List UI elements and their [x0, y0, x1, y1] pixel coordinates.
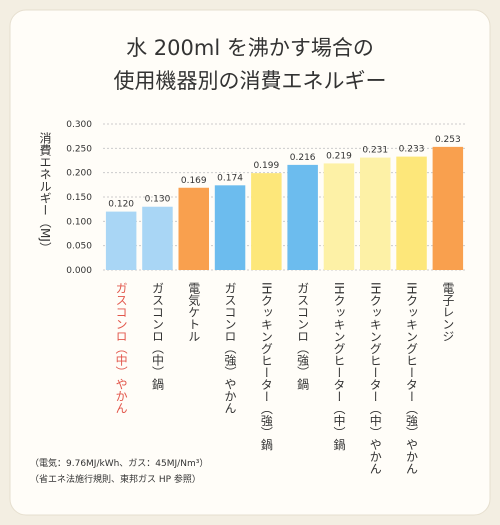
value-label: 0.174 [217, 173, 243, 183]
chart-title: 使用機器別の消費エネルギー [114, 69, 387, 93]
bar [105, 211, 137, 270]
x-tick-label: ガスコンロ（強）鍋 [296, 282, 310, 390]
y-tick-label: 0.150 [66, 193, 92, 203]
x-tick-label: 電気ケトル [187, 282, 201, 342]
x-tick-label: 電子レンジ [441, 282, 455, 342]
x-tick-label: IHクッキングヒーター（中）鍋 [332, 282, 346, 451]
y-tick-label: 0.050 [66, 242, 92, 252]
y-tick-label: 0.100 [66, 217, 92, 227]
bar [432, 146, 464, 270]
note: （省エネ法施行規則、東邦ガス HP 参照） [30, 473, 201, 485]
y-axis-label: 消費エネルギー（MJ） [38, 132, 52, 254]
value-label: 0.169 [181, 176, 207, 186]
value-label: 0.231 [362, 146, 388, 156]
y-tick-label: 0.000 [66, 266, 92, 276]
bar [178, 187, 209, 270]
x-tick-label: ガスコンロ（中）やかん [114, 282, 128, 414]
x-tick-label: IHクッキングヒーター（強）鍋 [259, 282, 273, 451]
value-label: 0.199 [253, 161, 279, 171]
value-label: 0.233 [399, 145, 425, 155]
x-tick-label: IHクッキングヒーター（強）やかん [405, 282, 419, 475]
value-label: 0.216 [290, 153, 316, 163]
x-tick-label: ガスコンロ（強）やかん [223, 282, 237, 414]
chart-title: 水 200ml を沸かす場合の [126, 36, 374, 60]
y-tick-label: 0.300 [66, 120, 92, 130]
bar [287, 164, 318, 270]
y-tick-label: 0.200 [66, 169, 92, 179]
x-tick-label: IHクッキングヒーター（中）やかん [368, 282, 382, 475]
value-label: 0.253 [435, 135, 461, 145]
x-tick-label: ガスコンロ（中）鍋 [150, 282, 164, 390]
panel [9, 9, 491, 516]
bar [142, 206, 173, 270]
bar [396, 156, 427, 270]
bar [251, 173, 282, 270]
y-tick-label: 0.250 [66, 144, 92, 154]
note: （電気：9.76MJ/kWh、ガス：45MJ/Nm³） [30, 457, 208, 469]
value-label: 0.219 [326, 151, 352, 161]
value-label: 0.130 [145, 195, 171, 205]
bar [360, 157, 391, 270]
bar [323, 163, 355, 270]
value-label: 0.120 [108, 200, 134, 210]
bar [214, 185, 246, 270]
